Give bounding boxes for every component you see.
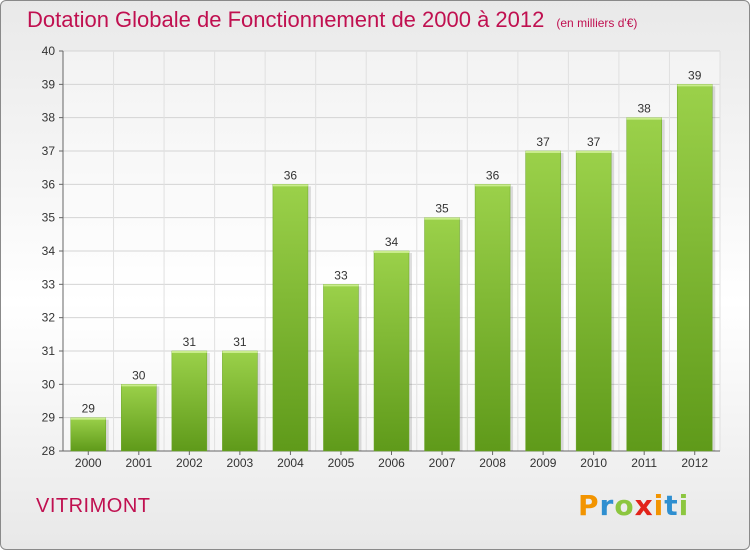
value-label: 29 (82, 402, 96, 416)
x-tick-label: 2012 (681, 456, 708, 470)
x-tick-label: 2000 (75, 456, 102, 470)
logo-letter: i (678, 489, 690, 522)
chart-title: Dotation Globale de Fonctionnement de 20… (27, 7, 637, 33)
x-tick-label: 2001 (125, 456, 152, 470)
bar-highlight (222, 351, 258, 353)
bar (171, 350, 208, 452)
x-tick-labels: 2000 2001 2002 2003 2004 2005 2006 2007 2008 2009… (75, 456, 708, 470)
y-tick-label: 34 (42, 244, 56, 258)
bar-highlight (677, 84, 713, 87)
bar (474, 184, 511, 452)
bar (626, 117, 662, 452)
value-labels: 29 30 31 31 36 33 34 35 36 37 37 38 39 (82, 68, 702, 415)
bars (70, 84, 716, 452)
logo-letter: o (614, 489, 635, 522)
bar (373, 250, 410, 452)
y-tick-label: 36 (42, 177, 56, 191)
y-tick-label: 38 (42, 111, 56, 125)
bar-highlight (576, 151, 612, 153)
x-tick-label: 2006 (378, 456, 405, 470)
value-label: 30 (132, 368, 146, 382)
bar-highlight (171, 351, 207, 353)
proxiti-logo: Proxiti (578, 489, 689, 522)
x-tick-label: 2011 (631, 456, 657, 470)
y-tick-label: 33 (42, 277, 56, 291)
bar (272, 184, 309, 452)
bar (121, 384, 157, 452)
value-label: 34 (385, 235, 399, 249)
bar-highlight (323, 284, 359, 287)
value-label: 38 (638, 102, 652, 116)
y-tick-label: 31 (42, 344, 56, 358)
value-label: 37 (587, 135, 601, 149)
y-tick-label: 35 (42, 211, 56, 225)
bar-highlight (272, 184, 308, 187)
bar (222, 350, 258, 452)
y-tick-label: 28 (42, 444, 56, 458)
bar-highlight (70, 417, 106, 420)
commune-name: VITRIMONT (36, 495, 151, 517)
y-tick-label: 40 (42, 44, 56, 58)
value-label: 33 (334, 268, 348, 282)
value-label: 36 (284, 168, 298, 182)
logo-letter: P (578, 489, 600, 522)
bar-highlight (374, 251, 409, 253)
bar-highlight (424, 217, 460, 220)
chart-title-text: Dotation Globale de Fonctionnement de 20… (27, 7, 545, 32)
bar (525, 150, 561, 452)
bar-highlight (475, 184, 511, 187)
bar-highlight (626, 117, 662, 120)
bar (676, 84, 713, 452)
logo-letter: r (599, 489, 615, 522)
x-tick-label: 2008 (479, 456, 506, 470)
value-label: 35 (435, 202, 449, 216)
value-label: 36 (486, 168, 500, 182)
value-label: 31 (183, 335, 197, 349)
logo-letter: i (653, 489, 665, 522)
bar (323, 284, 359, 452)
logo-letter: t (664, 489, 679, 522)
y-tick-labels: 28 29 30 31 32 33 34 35 36 37 38 39 40 (42, 44, 56, 458)
y-tick-label: 29 (42, 411, 56, 425)
y-tick-label: 39 (42, 77, 56, 91)
x-tick-label: 2003 (227, 456, 254, 470)
value-label: 31 (233, 335, 247, 349)
y-tick-label: 37 (42, 144, 56, 158)
x-tick-label: 2004 (277, 456, 304, 470)
bar-highlight (525, 151, 561, 153)
value-label: 39 (688, 68, 702, 82)
x-tick-label: 2009 (530, 456, 557, 470)
chart-subtitle: (en milliers d'€) (556, 16, 638, 30)
x-tick-label: 2002 (176, 456, 203, 470)
bar-highlight (121, 384, 157, 387)
y-tick-label: 32 (42, 311, 56, 325)
bar (70, 417, 107, 452)
bar (575, 150, 612, 452)
x-tick-label: 2010 (580, 456, 607, 470)
logo-letter: x (634, 489, 654, 522)
value-label: 37 (536, 135, 550, 149)
x-tick-label: 2007 (429, 456, 456, 470)
bar (424, 217, 460, 452)
x-tick-label: 2005 (328, 456, 355, 470)
y-tick-label: 30 (42, 377, 56, 391)
